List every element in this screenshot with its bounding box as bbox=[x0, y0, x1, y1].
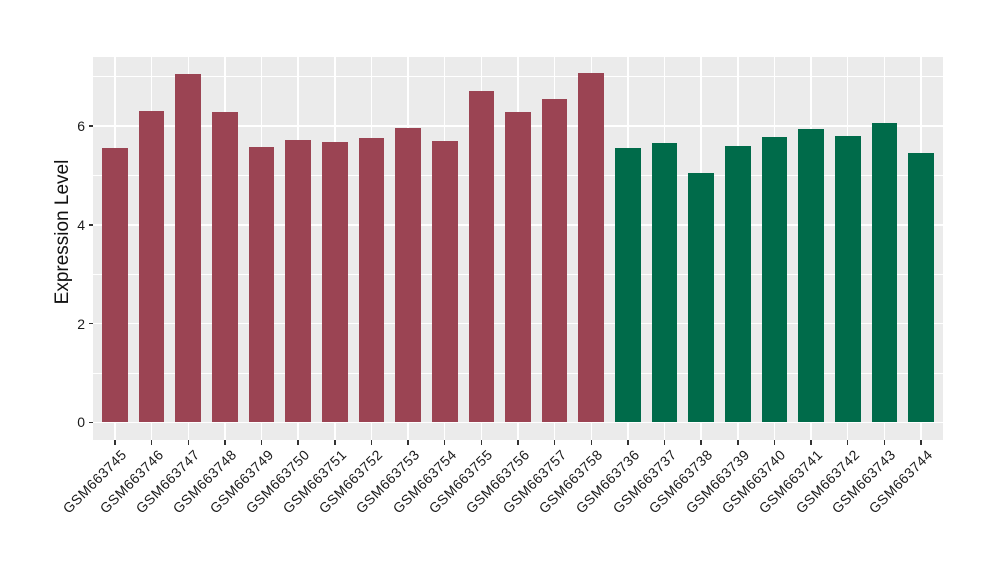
bar-GSM663748 bbox=[212, 112, 238, 423]
bar-GSM663746 bbox=[138, 111, 165, 423]
x-tick bbox=[114, 440, 116, 445]
x-tick bbox=[920, 440, 922, 445]
bar-GSM663758 bbox=[578, 72, 605, 423]
x-tick bbox=[297, 440, 299, 445]
x-tick bbox=[553, 440, 556, 445]
x-tick bbox=[627, 440, 629, 445]
bar-GSM663742 bbox=[834, 135, 861, 423]
bar-GSM663743 bbox=[871, 123, 898, 423]
x-tick bbox=[150, 440, 153, 445]
bar-GSM663737 bbox=[651, 142, 678, 423]
bar-GSM663752 bbox=[358, 137, 385, 423]
y-tick-label: 2 bbox=[77, 315, 85, 332]
bar-GSM663753 bbox=[395, 128, 421, 423]
y-tick bbox=[89, 125, 93, 127]
bar-GSM663745 bbox=[102, 148, 128, 423]
x-tick bbox=[737, 440, 739, 445]
x-tick bbox=[700, 440, 702, 445]
x-tick bbox=[590, 440, 593, 445]
bar-GSM663740 bbox=[761, 136, 788, 423]
x-tick bbox=[846, 440, 849, 445]
bar-GSM663755 bbox=[468, 90, 495, 423]
x-tick bbox=[773, 440, 776, 445]
bar-GSM663739 bbox=[725, 145, 751, 423]
bar-GSM663756 bbox=[505, 112, 531, 423]
bar-GSM663754 bbox=[431, 141, 458, 423]
x-tick bbox=[224, 440, 226, 445]
bar-GSM663738 bbox=[688, 172, 714, 423]
y-tick-label: 6 bbox=[77, 118, 85, 135]
x-tick bbox=[370, 440, 373, 445]
y-tick-label: 4 bbox=[77, 216, 85, 233]
x-tick bbox=[517, 440, 519, 445]
bar-GSM663741 bbox=[798, 128, 824, 423]
bar-GSM663747 bbox=[175, 73, 202, 423]
bar-GSM663749 bbox=[248, 146, 275, 423]
x-tick bbox=[260, 440, 263, 445]
bar-GSM663736 bbox=[615, 148, 641, 423]
bar-GSM663750 bbox=[285, 140, 311, 423]
x-tick bbox=[810, 440, 812, 445]
y-tick bbox=[89, 421, 93, 424]
x-tick bbox=[187, 440, 189, 445]
y-tick-label: 0 bbox=[77, 414, 85, 431]
bar-GSM663757 bbox=[541, 99, 568, 423]
y-tick bbox=[89, 322, 93, 325]
x-tick bbox=[480, 440, 483, 445]
x-tick bbox=[663, 440, 666, 445]
x-tick bbox=[883, 440, 886, 445]
bar-GSM663751 bbox=[321, 142, 348, 423]
y-tick bbox=[89, 224, 93, 226]
x-tick bbox=[407, 440, 409, 445]
x-tick bbox=[334, 440, 336, 445]
bar-GSM663744 bbox=[908, 152, 934, 423]
x-tick bbox=[443, 440, 446, 445]
